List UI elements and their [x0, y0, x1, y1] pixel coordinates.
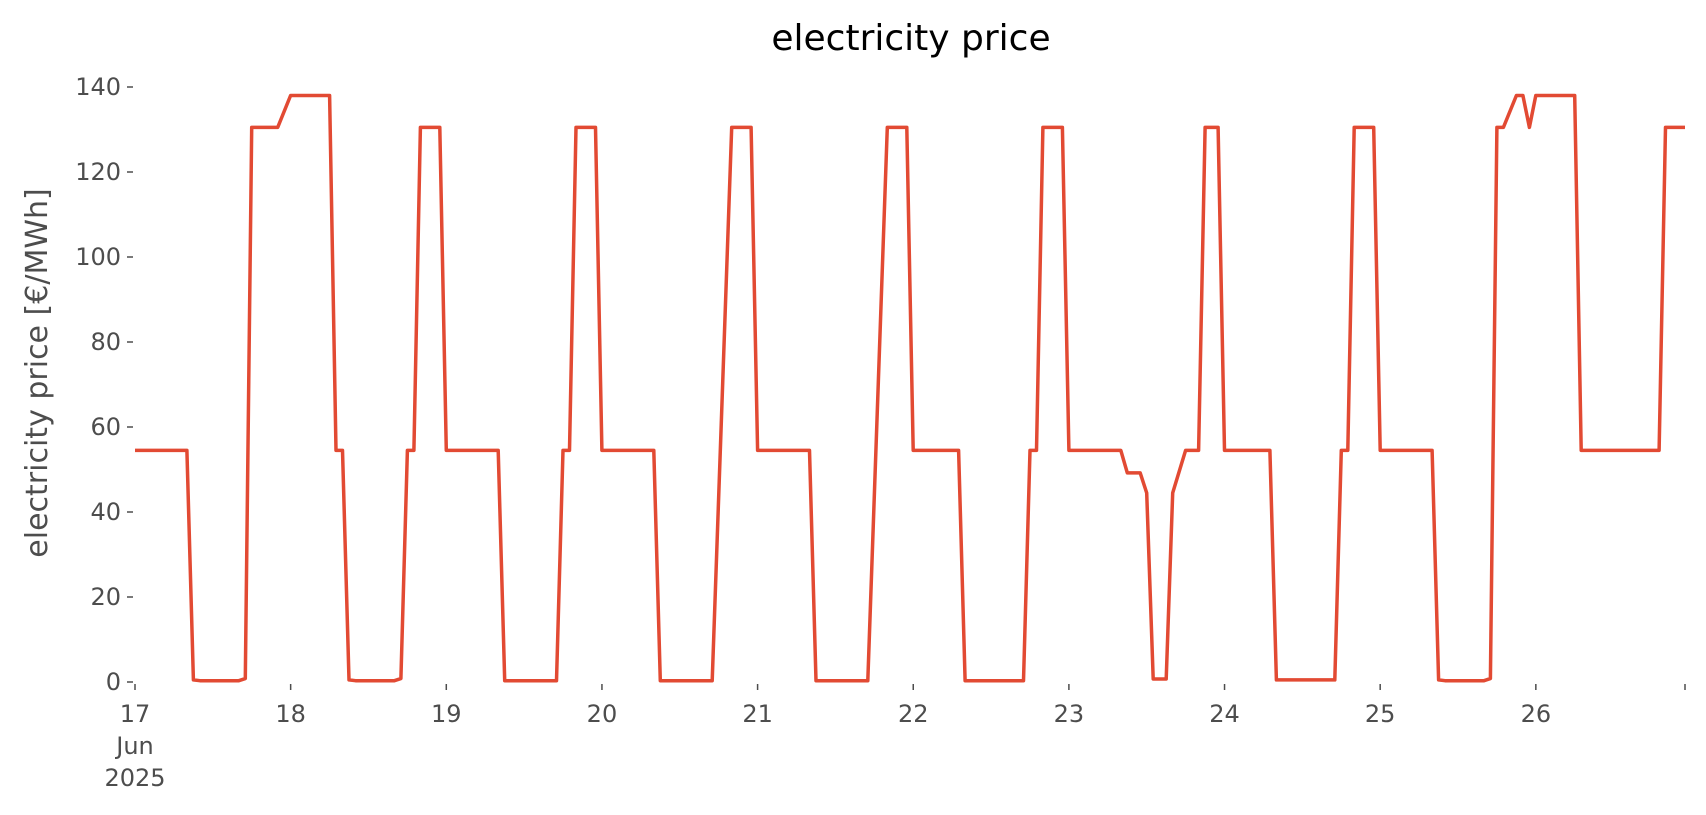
x-tick-label: 18	[275, 700, 306, 728]
y-axis-label: electricity price [€/MWh]	[20, 188, 55, 557]
x-tick-label: 23	[1054, 700, 1085, 728]
x-tick-sublabel: 2025	[104, 764, 165, 792]
x-tick-sublabel: Jun	[114, 732, 154, 760]
x-tick-label: 24	[1209, 700, 1240, 728]
y-tick-label: 80	[90, 328, 121, 356]
x-tick-label: 20	[587, 700, 618, 728]
chart-title: electricity price	[771, 18, 1050, 59]
price-series-line	[135, 93, 1685, 683]
x-tick-label: 21	[742, 700, 773, 728]
x-tick-label: 25	[1365, 700, 1396, 728]
x-tick-label: 22	[898, 700, 929, 728]
y-tick-label: 120	[75, 158, 121, 186]
y-tick-label: 40	[90, 498, 121, 526]
y-tick-label: 100	[75, 243, 121, 271]
y-tick-label: 140	[75, 73, 121, 101]
y-tick-label: 20	[90, 583, 121, 611]
y-axis: 0 20 40 60 80 100 120 140	[75, 73, 133, 696]
x-tick-label: 19	[431, 700, 462, 728]
y-tick-label: 60	[90, 413, 121, 441]
x-axis: 17 Jun 2025 18 19 20 21 22 23 24 25 26	[104, 684, 1686, 792]
y-tick-label: 0	[106, 668, 121, 696]
x-tick-label: 26	[1521, 700, 1552, 728]
x-tick-label: 17	[120, 700, 151, 728]
